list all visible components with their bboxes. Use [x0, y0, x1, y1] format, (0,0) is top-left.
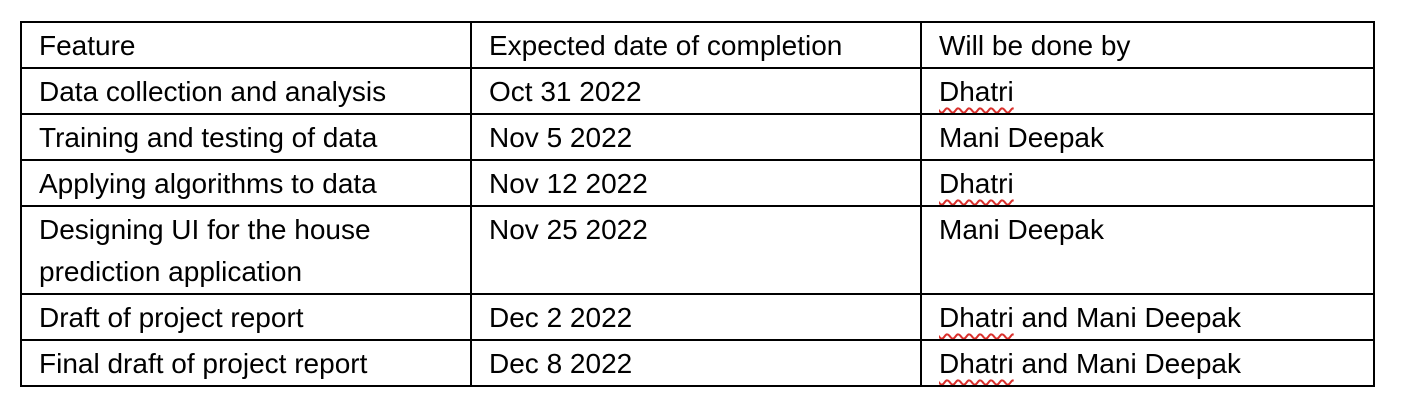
table-row: Training and testing of data Nov 5 2022 … [20, 113, 1375, 161]
owner-text: and Mani Deepak [1013, 302, 1241, 333]
table-row: Draft of project report Dec 2 2022 Dhatr… [20, 293, 1375, 341]
cell-owner[interactable]: Dhatri [920, 67, 1375, 115]
cell-owner[interactable]: Dhatri [920, 159, 1375, 207]
owner-text: and Mani Deepak [1013, 348, 1241, 379]
cell-date[interactable]: Nov 5 2022 [470, 113, 922, 161]
cell-feature[interactable]: Training and testing of data [20, 113, 472, 161]
table-row: Designing UI for the house prediction ap… [20, 205, 1375, 295]
cell-feature[interactable]: Applying algorithms to data [20, 159, 472, 207]
task-schedule-table-container: Feature Expected date of completion Will… [20, 21, 1375, 387]
table-header-row: Feature Expected date of completion Will… [20, 21, 1375, 69]
cell-feature[interactable]: Designing UI for the house prediction ap… [20, 205, 472, 295]
cell-owner[interactable]: Mani Deepak [920, 205, 1375, 295]
cell-owner[interactable]: Mani Deepak [920, 113, 1375, 161]
cell-feature[interactable]: Draft of project report [20, 293, 472, 341]
spellcheck-flagged-word: Dhatri [939, 76, 1014, 107]
spellcheck-flagged-word: Dhatri [939, 168, 1014, 199]
owner-text: Mani Deepak [939, 122, 1104, 153]
spellcheck-flagged-word: Dhatri [939, 302, 1014, 333]
cell-feature[interactable]: Data collection and analysis [20, 67, 472, 115]
cell-date[interactable]: Dec 8 2022 [470, 339, 922, 387]
spellcheck-flagged-word: Dhatri [939, 348, 1014, 379]
task-schedule-table: Feature Expected date of completion Will… [20, 21, 1375, 387]
owner-text: Mani Deepak [939, 214, 1104, 245]
cell-owner[interactable]: Dhatri and Mani Deepak [920, 339, 1375, 387]
cell-feature[interactable]: Final draft of project report [20, 339, 472, 387]
table-row: Data collection and analysis Oct 31 2022… [20, 67, 1375, 115]
header-feature[interactable]: Feature [20, 21, 472, 69]
cell-date[interactable]: Dec 2 2022 [470, 293, 922, 341]
header-expected-date[interactable]: Expected date of completion [470, 21, 922, 69]
table-row: Final draft of project report Dec 8 2022… [20, 339, 1375, 387]
cell-owner[interactable]: Dhatri and Mani Deepak [920, 293, 1375, 341]
cell-date[interactable]: Nov 25 2022 [470, 205, 922, 295]
cell-date[interactable]: Oct 31 2022 [470, 67, 922, 115]
table-row: Applying algorithms to data Nov 12 2022 … [20, 159, 1375, 207]
cell-date[interactable]: Nov 12 2022 [470, 159, 922, 207]
header-will-be-done-by[interactable]: Will be done by [920, 21, 1375, 69]
